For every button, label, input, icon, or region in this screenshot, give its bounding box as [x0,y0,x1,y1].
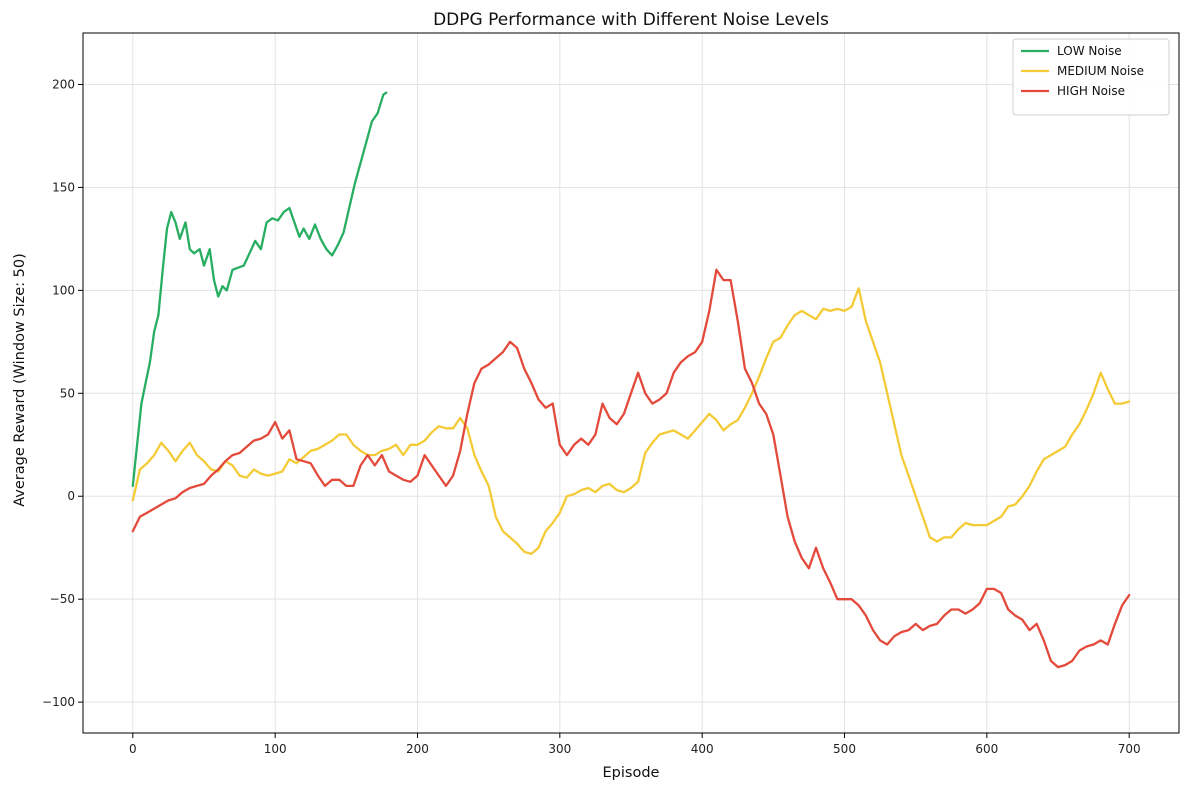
chart-title: DDPG Performance with Different Noise Le… [433,10,829,30]
x-tick-label: 100 [264,742,287,756]
x-tick-label: 300 [548,742,571,756]
y-tick-label: 0 [67,489,75,503]
x-tick-label: 700 [1118,742,1141,756]
x-tick-label: 400 [691,742,714,756]
x-axis-label: Episode [603,765,660,781]
y-axis: −100 −50 0 50 100 150 200 [42,77,83,709]
x-tick-label: 500 [833,742,856,756]
legend: LOW Noise MEDIUM Noise HIGH Noise [1012,38,1170,116]
grid-lines [83,33,1179,733]
legend-box [1012,38,1170,116]
series-lines [131,91,1131,669]
y-tick-label: 50 [60,386,75,400]
x-tick-label: 200 [406,742,429,756]
legend-label: MEDIUM Noise [1057,64,1144,78]
y-tick-label: −100 [42,695,75,709]
y-axis-label: Average Reward (Window Size: 50) [12,253,28,507]
plot-area [83,33,1179,733]
x-tick-label: 0 [129,742,137,756]
y-tick-label: −50 [50,592,75,606]
series-line-1 [131,287,1131,556]
y-tick-label: 200 [52,77,75,91]
y-tick-label: 150 [52,180,75,194]
x-tick-label: 600 [975,742,998,756]
series-line-0 [131,91,388,488]
legend-label: HIGH Noise [1057,84,1125,98]
series-line-2 [131,268,1131,669]
legend-label: LOW Noise [1057,44,1122,58]
x-axis: 0 100 200 300 400 500 600 700 [129,733,1141,756]
y-tick-label: 100 [52,283,75,297]
plot-frame [82,32,1180,734]
